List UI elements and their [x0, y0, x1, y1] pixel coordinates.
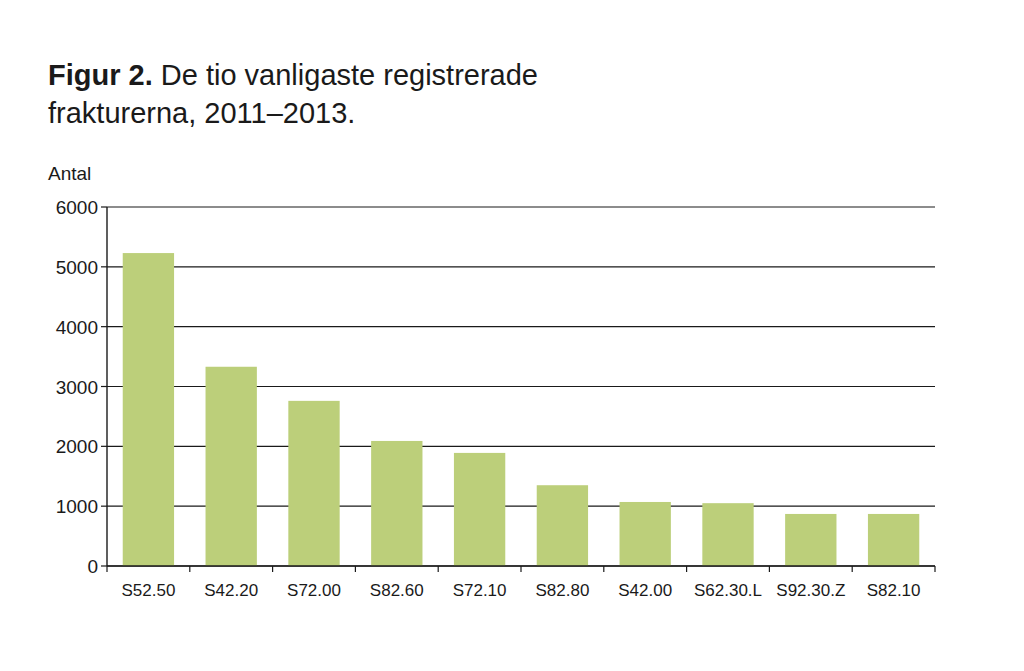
y-tick-label: 5000	[56, 257, 98, 278]
x-tick-label: S52.50	[121, 581, 175, 600]
x-tick-label: S42.00	[618, 581, 672, 600]
x-tick	[686, 566, 687, 572]
x-tick	[272, 566, 273, 572]
bar	[537, 485, 588, 566]
x-tick-label: S82.60	[370, 581, 424, 600]
y-tick-label: 0	[87, 556, 98, 577]
y-axis	[106, 207, 107, 566]
x-tick	[520, 566, 521, 572]
grid-line	[107, 206, 935, 207]
x-tick	[355, 566, 356, 572]
y-axis-label: Antal	[48, 163, 91, 184]
y-tick	[101, 206, 107, 207]
x-tick	[106, 566, 107, 572]
bar	[785, 514, 836, 566]
bar	[288, 401, 339, 566]
grid-line	[107, 326, 935, 327]
x-tick	[189, 566, 190, 572]
x-tick-label: S82.10	[867, 581, 921, 600]
y-tick-label: 4000	[56, 317, 98, 338]
x-tick-label: S82.80	[535, 581, 589, 600]
bar	[702, 503, 753, 566]
grid-line	[107, 266, 935, 267]
y-tick	[101, 565, 107, 566]
bar	[206, 367, 257, 566]
x-tick	[769, 566, 770, 572]
x-tick-label: S42.20	[204, 581, 258, 600]
x-tick-label: S72.00	[287, 581, 341, 600]
y-tick-label: 6000	[56, 197, 98, 218]
x-tick	[603, 566, 604, 572]
bars	[123, 253, 920, 566]
y-tick	[101, 446, 107, 447]
bar	[868, 514, 919, 566]
y-tick-label: 3000	[56, 377, 98, 398]
y-tick	[101, 506, 107, 507]
title: Figur 2. De tio vanligaste registrerade …	[48, 56, 688, 132]
y-tick-label: 1000	[56, 496, 98, 517]
chart: Antal 0 1000 2000 3000 4000 5000 6000 S52.50 S42.…	[0, 0, 1024, 671]
bar	[123, 253, 174, 566]
x-tick-label: S72.10	[453, 581, 507, 600]
y-tick	[101, 326, 107, 327]
bar	[371, 441, 422, 566]
y-tick	[101, 386, 107, 387]
x-tick-label: S62.30.L	[694, 581, 762, 600]
y-tick	[101, 266, 107, 267]
y-tick-label: 2000	[56, 436, 98, 457]
x-tick	[438, 566, 439, 572]
x-tick-label: S92.30.Z	[776, 581, 845, 600]
bar	[454, 453, 505, 566]
x-tick	[934, 566, 935, 572]
x-tick	[852, 566, 853, 572]
bar	[620, 502, 671, 566]
